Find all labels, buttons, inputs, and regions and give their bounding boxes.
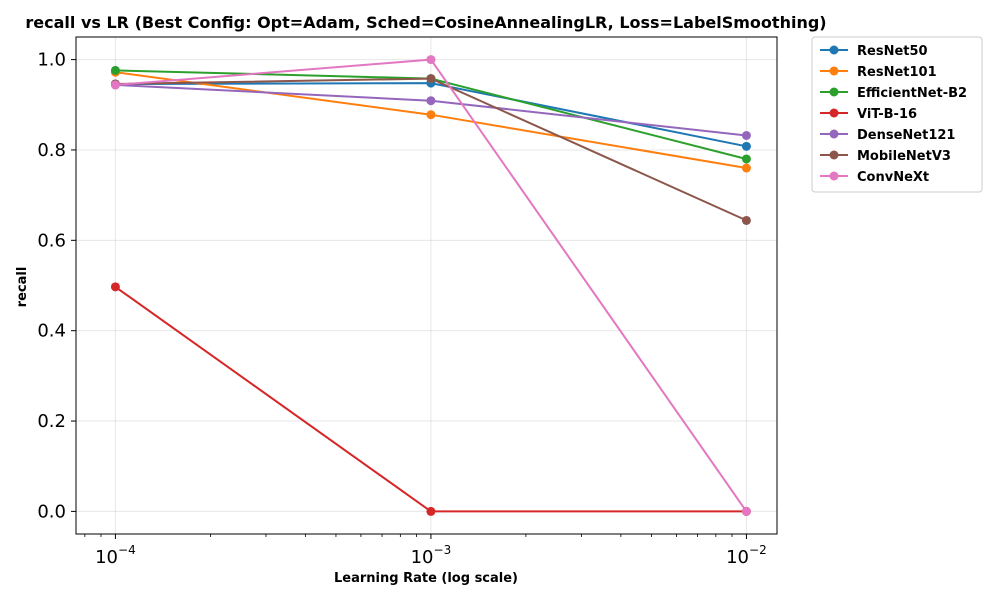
- legend-marker: [829, 45, 839, 55]
- legend-label: ViT-B-16: [857, 107, 917, 122]
- y-tick-label: 0.2: [37, 411, 66, 432]
- data-point: [426, 506, 436, 516]
- legend-marker: [829, 66, 839, 76]
- grid: [76, 37, 777, 534]
- legend-item: ViT-B-16: [820, 107, 917, 122]
- plot-area: [75, 36, 778, 535]
- legend-marker: [829, 129, 839, 139]
- x-tick-label: 10−3: [411, 543, 452, 568]
- legend-label: EfficientNet-B2: [857, 86, 967, 101]
- y-tick-label: 1.0: [37, 50, 66, 71]
- legend-item: ResNet50: [820, 44, 928, 59]
- legend-item: MobileNetV3: [820, 149, 951, 164]
- legend-item: EfficientNet-B2: [820, 86, 967, 101]
- data-point: [426, 74, 436, 84]
- data-point: [741, 163, 751, 173]
- data-point: [741, 154, 751, 164]
- data-point: [110, 65, 120, 75]
- y-tick-label: 0.4: [37, 321, 66, 342]
- legend-marker: [829, 171, 839, 181]
- legend-label: ResNet101: [857, 65, 937, 80]
- y-tick-label: 0.8: [37, 140, 66, 161]
- legend-marker: [829, 87, 839, 97]
- legend-item: DenseNet121: [820, 128, 955, 143]
- data-point: [741, 506, 751, 516]
- legend-marker: [829, 150, 839, 160]
- legend-frame: [811, 36, 983, 193]
- legend-label: ConvNeXt: [857, 170, 929, 185]
- axes: 0.0 0.2 0.4 0.6 0.8 1.0 10−4 10−3 10−2: [37, 50, 766, 568]
- legend: ResNet50 ResNet101 EfficientNet-B2 ViT-B-16…: [811, 36, 983, 193]
- data-point: [741, 141, 751, 151]
- x-tick-label: 10−4: [95, 543, 136, 568]
- legend-item: ResNet101: [820, 65, 937, 80]
- data-point: [426, 110, 436, 120]
- data-point: [741, 215, 751, 225]
- legend-item: ConvNeXt: [820, 170, 929, 185]
- data-point: [741, 130, 751, 140]
- series-layer: [110, 55, 751, 516]
- y-axis-label: recall: [15, 267, 30, 308]
- legend-marker: [829, 108, 839, 118]
- x-tick-label: 10−2: [726, 543, 767, 568]
- legend-label: ResNet50: [857, 44, 928, 59]
- y-tick-label: 0.0: [37, 501, 66, 522]
- data-point: [426, 96, 436, 106]
- x-axis-label: Learning Rate (log scale): [334, 571, 518, 586]
- data-point: [426, 55, 436, 65]
- series-convnext: [110, 55, 751, 516]
- legend-label: MobileNetV3: [857, 149, 951, 164]
- data-point: [110, 80, 120, 90]
- y-tick-label: 0.6: [37, 230, 66, 251]
- chart-title: recall vs LR (Best Config: Opt=Adam, Sch…: [25, 13, 826, 32]
- data-point: [110, 282, 120, 292]
- legend-label: DenseNet121: [857, 128, 955, 143]
